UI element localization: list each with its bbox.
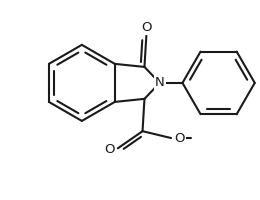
Text: O: O bbox=[174, 132, 185, 145]
Text: N: N bbox=[155, 76, 165, 89]
Text: O: O bbox=[104, 143, 115, 156]
Text: O: O bbox=[141, 21, 152, 34]
